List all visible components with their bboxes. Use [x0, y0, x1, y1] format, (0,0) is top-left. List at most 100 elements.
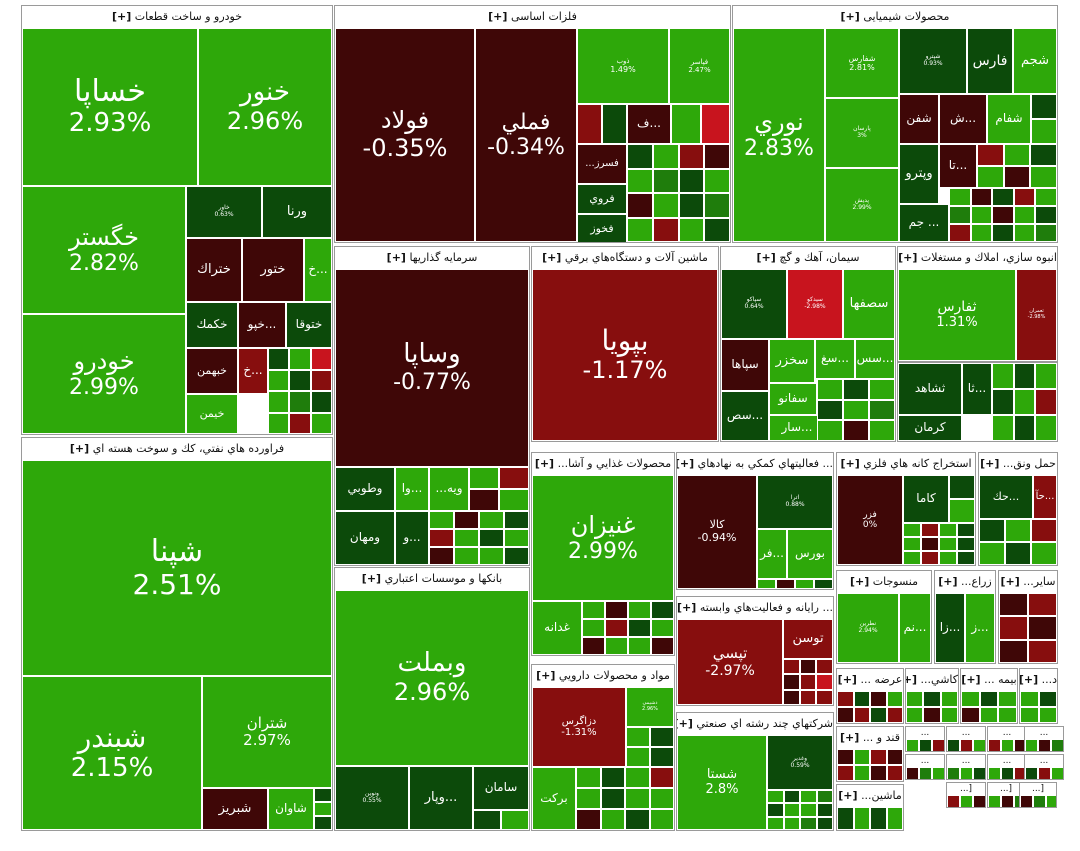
stock-tile[interactable]: وبملت 2.96%: [335, 590, 529, 766]
minor-stock-tile[interactable]: [649, 809, 674, 830]
stock-tile[interactable]: سخزر: [769, 339, 815, 383]
minor-stock-tile[interactable]: [1035, 363, 1057, 389]
expand-button[interactable]: [+]: [756, 251, 776, 264]
minor-stock-tile[interactable]: [992, 389, 1014, 415]
stock-tile[interactable]: ذوب 1.49%: [577, 28, 669, 104]
minor-stock-tile[interactable]: [949, 206, 971, 224]
minor-stock-tile[interactable]: [923, 707, 941, 723]
minor-stock-tile[interactable]: [949, 499, 975, 523]
stock-tile[interactable]: ...ويه: [429, 467, 469, 511]
tiny-sector[interactable]: ...: [987, 754, 1027, 780]
stock-tile[interactable]: شجم: [1013, 28, 1057, 94]
minor-stock-tile[interactable]: [800, 790, 817, 804]
sector-header-auto[interactable]: خودرو و ساخت قطعات [+]: [22, 6, 332, 29]
minor-stock-tile[interactable]: [939, 523, 957, 537]
sector-header-textiles[interactable]: منسوجات [+]: [837, 571, 931, 594]
minor-stock-tile[interactable]: [1046, 795, 1056, 807]
tiny-sector[interactable]: ...: [946, 726, 986, 752]
stock-tile[interactable]: توسن: [783, 619, 833, 659]
sector-header-agri[interactable]: زراع... [+]: [935, 571, 995, 594]
minor-stock-tile[interactable]: [960, 767, 973, 779]
stock-tile[interactable]: ومهان: [335, 511, 395, 565]
minor-stock-tile[interactable]: [853, 765, 870, 781]
sector-header-computer[interactable]: ... رايانه و فعاليت‌هاي وابسته [+]: [677, 597, 833, 620]
minor-stock-tile[interactable]: [870, 691, 887, 707]
minor-stock-tile[interactable]: [310, 369, 332, 391]
minor-stock-tile[interactable]: [870, 765, 887, 781]
stock-tile[interactable]: سفانو: [769, 383, 817, 415]
minor-stock-tile[interactable]: [704, 217, 730, 242]
stock-tile[interactable]: وپار...: [409, 766, 473, 830]
minor-stock-tile[interactable]: [627, 193, 653, 218]
minor-stock-tile[interactable]: [625, 809, 650, 830]
stock-tile[interactable]: بورس: [787, 529, 833, 579]
stock-tile[interactable]: شفارس 2.81%: [825, 28, 899, 98]
stock-tile[interactable]: ونوين 0.55%: [335, 766, 409, 830]
minor-stock-tile[interactable]: [970, 206, 993, 224]
minor-stock-tile[interactable]: [1030, 166, 1057, 188]
minor-stock-tile[interactable]: [310, 348, 332, 370]
minor-stock-tile[interactable]: [454, 511, 479, 529]
minor-stock-tile[interactable]: [817, 420, 843, 441]
minor-stock-tile[interactable]: [1001, 795, 1014, 807]
minor-stock-tile[interactable]: [651, 601, 674, 619]
stock-tile[interactable]: ف...: [627, 104, 671, 144]
minor-stock-tile[interactable]: [268, 412, 290, 434]
minor-stock-tile[interactable]: [992, 206, 1014, 224]
minor-stock-tile[interactable]: [501, 810, 529, 830]
stock-tile[interactable]: خساپا 2.93%: [22, 28, 198, 186]
minor-stock-tile[interactable]: [992, 224, 1014, 242]
stock-tile[interactable]: فملي -0.34%: [475, 28, 577, 242]
minor-stock-tile[interactable]: [979, 519, 1005, 542]
minor-stock-tile[interactable]: [649, 788, 674, 809]
sector-header-services[interactable]: ... فعاليتهاي كمكي به نهادهاي [+]: [677, 453, 833, 476]
stock-tile[interactable]: فروي: [577, 184, 627, 214]
stock-tile[interactable]: وا...: [395, 467, 429, 511]
minor-stock-tile[interactable]: [799, 659, 817, 675]
minor-stock-tile[interactable]: [454, 547, 479, 565]
minor-stock-tile[interactable]: [1013, 415, 1036, 441]
stock-tile[interactable]: ثعمران -2.98%: [1016, 269, 1057, 361]
minor-stock-tile[interactable]: [939, 537, 957, 551]
minor-stock-tile[interactable]: [268, 348, 290, 370]
sector-header-insurance[interactable]: بيمه ... [+]: [961, 669, 1017, 692]
minor-stock-tile[interactable]: [906, 691, 924, 707]
minor-stock-tile[interactable]: [1020, 795, 1033, 807]
sector-header-pharma[interactable]: مواد و محصولات دارويي [+]: [532, 665, 674, 688]
sector-header-machinery[interactable]: ماشين آلات و دستگاه‌هاي برقي [+]: [532, 247, 718, 270]
sector-header-tiles_ceramic[interactable]: كاشي... [+]: [906, 669, 958, 692]
minor-stock-tile[interactable]: [650, 747, 674, 767]
tiny-sector[interactable]: ...: [905, 754, 945, 780]
expand-button[interactable]: [+]: [677, 717, 693, 730]
minor-stock-tile[interactable]: [940, 691, 958, 707]
expand-button[interactable]: [+]: [1000, 575, 1020, 588]
expand-button[interactable]: [+]: [1020, 673, 1039, 686]
minor-stock-tile[interactable]: [652, 144, 679, 169]
minor-stock-tile[interactable]: [628, 637, 651, 655]
minor-stock-tile[interactable]: [988, 767, 1001, 779]
expand-button[interactable]: [+]: [534, 457, 555, 470]
stock-tile[interactable]: دزاگرس -1.31%: [532, 687, 626, 767]
minor-stock-tile[interactable]: [921, 523, 939, 537]
minor-stock-tile[interactable]: [957, 551, 975, 565]
minor-stock-tile[interactable]: [837, 749, 854, 765]
stock-tile[interactable]: وغدير 0.59%: [767, 735, 833, 790]
minor-stock-tile[interactable]: [988, 795, 1001, 807]
minor-stock-tile[interactable]: [582, 619, 605, 637]
stock-tile[interactable]: خيمن: [186, 394, 238, 434]
minor-stock-tile[interactable]: [649, 767, 674, 788]
minor-stock-tile[interactable]: [1035, 188, 1057, 206]
minor-stock-tile[interactable]: [1013, 389, 1036, 415]
minor-stock-tile[interactable]: [652, 193, 679, 218]
minor-stock-tile[interactable]: [1028, 593, 1057, 617]
stock-tile[interactable]: فزر 0%: [837, 475, 903, 565]
minor-stock-tile[interactable]: [783, 689, 800, 705]
minor-stock-tile[interactable]: [843, 379, 869, 400]
minor-stock-tile[interactable]: [289, 369, 311, 391]
stock-tile[interactable]: شبريز: [202, 788, 268, 830]
minor-stock-tile[interactable]: [1025, 739, 1038, 751]
expand-button[interactable]: [+]: [850, 575, 870, 588]
minor-stock-tile[interactable]: [1014, 767, 1026, 779]
minor-stock-tile[interactable]: [626, 747, 650, 767]
tiny-sector[interactable]: ...: [905, 726, 945, 752]
